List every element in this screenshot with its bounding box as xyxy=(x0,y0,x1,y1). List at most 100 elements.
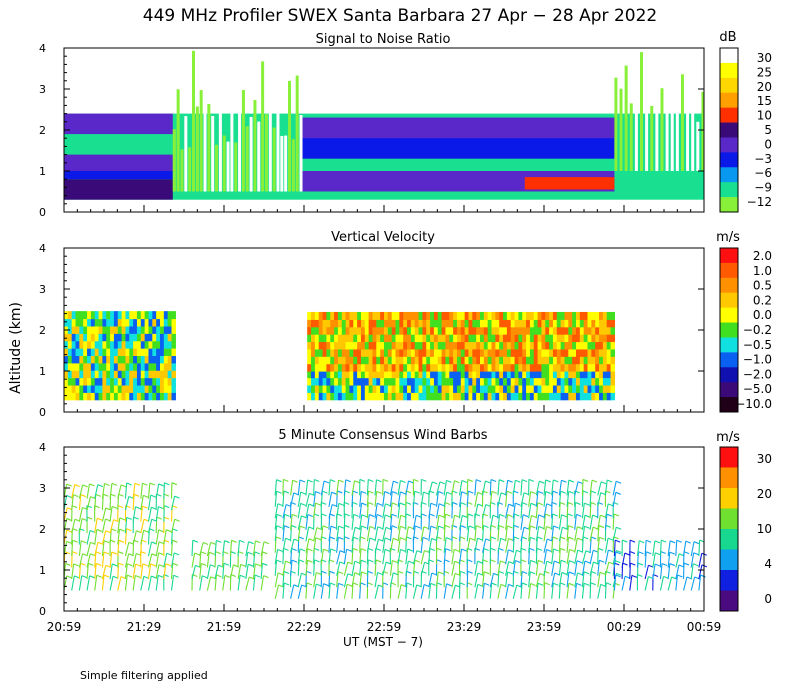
y-tick-label: 3 xyxy=(39,283,46,296)
vv-field xyxy=(64,311,615,401)
vv-cell xyxy=(160,311,165,320)
snr-column xyxy=(234,142,238,192)
vv-cell xyxy=(529,326,535,335)
panel-wb-frame xyxy=(63,446,705,612)
wind-barb xyxy=(420,526,425,542)
vv-cell xyxy=(368,348,374,357)
vv-cell xyxy=(437,384,443,393)
vv-cell xyxy=(533,334,539,343)
wind-barb xyxy=(443,514,446,530)
wind-barb xyxy=(551,513,554,530)
vv-cell xyxy=(140,384,146,393)
wind-barb-feather xyxy=(66,483,72,487)
vv-cell xyxy=(357,341,362,350)
vv-cell xyxy=(537,348,543,357)
vv-cell xyxy=(426,334,431,343)
vv-cell xyxy=(549,384,554,393)
vv-cell xyxy=(533,384,539,393)
wind-barb xyxy=(222,563,225,580)
wind-barb xyxy=(290,514,293,530)
vv-cell xyxy=(113,355,119,364)
wind-barb xyxy=(382,537,386,553)
vv-cell xyxy=(395,370,400,379)
vv-cell xyxy=(572,363,577,372)
wind-barb xyxy=(140,506,143,522)
vv-cell xyxy=(341,341,347,350)
vv-cell xyxy=(445,334,450,343)
panel-vv-title: Vertical Velocity xyxy=(331,230,435,245)
vv-cell xyxy=(90,377,96,386)
vv-cell xyxy=(487,384,493,393)
wind-barb xyxy=(597,525,600,542)
wind-barb xyxy=(397,549,401,565)
vv-cell xyxy=(572,341,577,350)
wind-barb-feather xyxy=(344,490,350,494)
wind-barb-feather xyxy=(96,528,102,532)
wind-barb-feather xyxy=(171,505,178,509)
wind-barb-feather xyxy=(676,539,682,543)
wind-barb xyxy=(612,492,617,507)
vv-cell xyxy=(75,370,80,379)
wind-barb-feather xyxy=(352,490,359,494)
snr-region xyxy=(300,117,615,139)
wind-barb-feather xyxy=(367,570,374,574)
wind-barb-feather xyxy=(445,537,452,541)
vv-cell xyxy=(422,392,427,401)
vv-cell xyxy=(314,311,320,320)
wind-barb-feather xyxy=(344,536,350,540)
wind-barb xyxy=(597,537,600,553)
wind-barb-feather xyxy=(344,501,350,505)
wind-barb xyxy=(505,584,510,599)
vv-cell xyxy=(568,348,573,357)
vv-cell xyxy=(121,355,127,364)
vv-cell xyxy=(163,370,169,379)
wind-barb-feather xyxy=(584,514,591,518)
vv-cell xyxy=(468,363,473,372)
wind-barb xyxy=(644,551,647,568)
vv-cell xyxy=(318,341,324,350)
vv-cell xyxy=(606,326,612,335)
vv-cell xyxy=(472,326,477,335)
vv-cell xyxy=(395,348,400,357)
vv-cell xyxy=(480,356,485,365)
vv-cell xyxy=(144,318,150,327)
wind-barb xyxy=(474,573,479,588)
wind-barb xyxy=(290,492,295,507)
vv-cell xyxy=(503,341,508,350)
wind-barb-feather xyxy=(224,574,231,578)
wind-barb-feather xyxy=(669,540,676,544)
wind-barb xyxy=(320,583,325,599)
vv-cell xyxy=(90,384,96,393)
wind-barb xyxy=(574,572,579,588)
wind-barb-feather xyxy=(515,479,521,483)
vv-cell xyxy=(552,392,558,401)
vv-cell xyxy=(102,362,107,371)
vv-cell xyxy=(399,363,404,372)
snr-column xyxy=(619,88,623,171)
vv-cell xyxy=(156,370,161,379)
vv-cell xyxy=(345,319,351,328)
wind-barb xyxy=(313,479,315,496)
wind-barb-feather xyxy=(583,582,590,586)
wind-barb xyxy=(474,538,478,553)
wind-barb xyxy=(505,514,509,530)
vv-cell xyxy=(491,334,496,343)
vv-cell xyxy=(549,363,554,372)
wind-barb-feather xyxy=(685,540,691,544)
vv-cell xyxy=(552,311,558,320)
vv-cell xyxy=(337,341,343,350)
wind-barb xyxy=(336,480,340,496)
vv-cell xyxy=(113,377,119,386)
vv-cell xyxy=(583,311,589,320)
vv-cell xyxy=(449,377,454,386)
wind-barb xyxy=(297,515,302,530)
vv-cell xyxy=(522,356,527,365)
vv-cell xyxy=(503,348,508,357)
vv-cell xyxy=(518,356,523,365)
wind-barb-feather xyxy=(66,518,72,522)
vv-cell xyxy=(102,311,107,320)
colorbar-label: −2.0 xyxy=(743,367,772,381)
vv-cell xyxy=(537,334,543,343)
wind-barb xyxy=(155,529,160,545)
